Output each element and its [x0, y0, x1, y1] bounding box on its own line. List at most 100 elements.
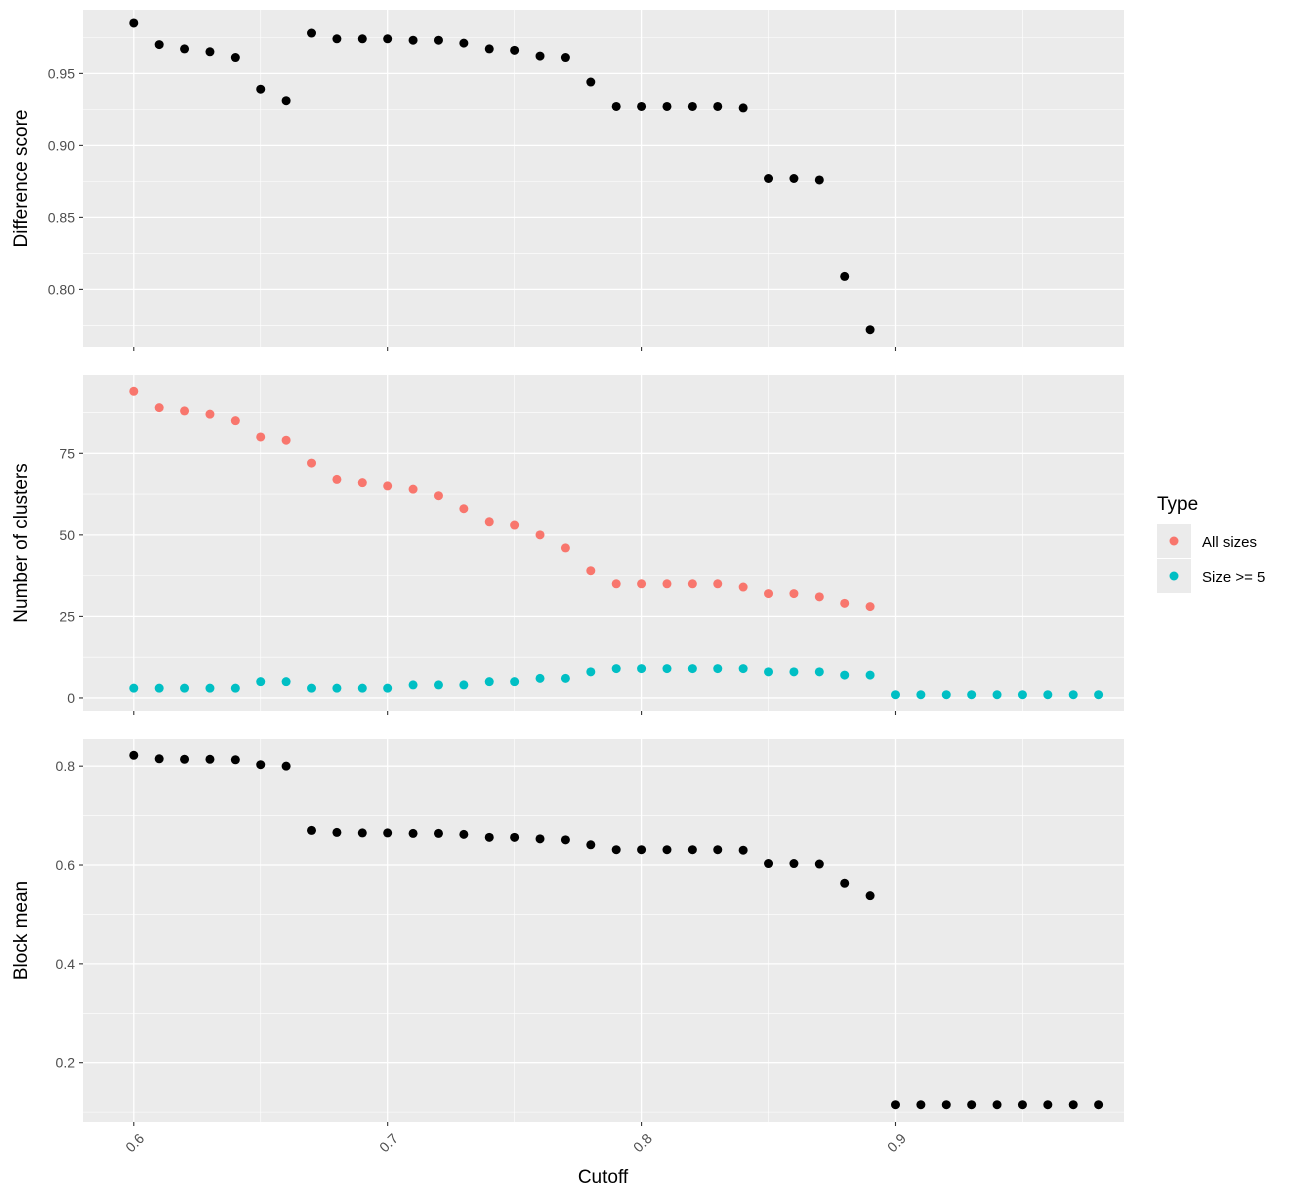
data-point — [433, 35, 443, 45]
data-point — [510, 832, 520, 842]
data-point — [256, 760, 266, 770]
data-point — [789, 174, 799, 183]
data-point — [611, 101, 621, 111]
data-point — [256, 677, 266, 687]
data-point — [357, 478, 367, 488]
data-point — [459, 504, 469, 514]
data-point — [129, 750, 139, 760]
data-point — [230, 683, 240, 693]
data-point — [1043, 690, 1053, 700]
data-point — [789, 667, 799, 677]
data-point — [535, 673, 545, 683]
data-point — [535, 51, 545, 61]
data-point — [662, 101, 672, 111]
data-point — [383, 683, 393, 693]
data-point — [967, 1100, 977, 1110]
data-point — [560, 835, 570, 845]
data-point — [459, 829, 469, 839]
data-point — [459, 38, 469, 48]
data-point — [637, 664, 647, 674]
data-point — [814, 175, 824, 185]
data-point — [687, 579, 697, 589]
data-point — [713, 845, 723, 855]
data-point — [637, 101, 647, 111]
panel-background — [83, 10, 1124, 347]
data-point — [408, 35, 418, 45]
data-point — [560, 543, 570, 553]
legend-key-size-ge-5 — [1169, 571, 1179, 581]
data-point — [307, 458, 317, 468]
y-tick-label: 0.2 — [56, 1055, 76, 1071]
y-tick-label: 0.85 — [48, 209, 75, 225]
data-point — [535, 834, 545, 844]
data-point — [941, 1100, 951, 1110]
data-point — [840, 670, 850, 680]
data-point — [865, 891, 875, 901]
y-tick-label: 0.80 — [48, 281, 75, 297]
data-point — [560, 53, 570, 63]
y-tick-label: 50 — [59, 527, 75, 543]
data-point — [764, 589, 774, 599]
y-tick-label: 0.6 — [56, 857, 76, 873]
data-point — [840, 271, 850, 281]
data-point — [713, 101, 723, 111]
data-point — [662, 579, 672, 589]
data-point — [992, 1100, 1002, 1110]
data-point — [890, 1100, 900, 1110]
data-point — [1068, 1100, 1078, 1110]
data-point — [611, 845, 621, 855]
data-point — [281, 677, 291, 687]
data-point — [789, 589, 799, 599]
data-point — [357, 683, 367, 693]
data-point — [408, 484, 418, 494]
data-point — [383, 481, 393, 491]
y-tick-label: 0.90 — [48, 137, 75, 153]
legend-title: Type — [1157, 494, 1198, 515]
data-point — [332, 474, 342, 484]
data-point — [307, 28, 317, 38]
data-point — [789, 859, 799, 869]
data-point — [916, 1100, 926, 1110]
data-point — [662, 664, 672, 674]
data-point — [383, 828, 393, 838]
data-point — [129, 18, 139, 28]
data-point — [560, 673, 570, 683]
data-point — [941, 690, 951, 700]
data-point — [510, 45, 520, 55]
data-point — [154, 683, 164, 693]
legend: Type All sizes Size >= 5 — [1157, 494, 1265, 593]
data-point — [383, 34, 393, 44]
data-point — [890, 690, 900, 700]
data-point — [154, 40, 164, 50]
y-axis-title: Number of clusters — [11, 463, 32, 622]
data-point — [357, 828, 367, 838]
data-point — [687, 101, 697, 111]
data-point — [180, 683, 190, 693]
data-point — [433, 680, 443, 690]
data-point — [484, 517, 494, 527]
data-point — [865, 602, 875, 612]
data-point — [1017, 690, 1027, 700]
data-point — [738, 845, 748, 855]
data-point — [307, 825, 317, 835]
data-point — [510, 677, 520, 687]
data-point — [764, 667, 774, 677]
data-point — [637, 845, 647, 855]
data-point — [433, 828, 443, 838]
data-point — [611, 579, 621, 589]
data-point — [713, 664, 723, 674]
data-point — [433, 491, 443, 501]
x-axis-title: Cutoff — [578, 1167, 629, 1188]
data-point — [738, 103, 748, 113]
data-point — [205, 754, 215, 764]
data-point — [865, 325, 875, 335]
data-point — [611, 664, 621, 674]
legend-label-all-sizes: All sizes — [1202, 534, 1257, 551]
y-tick-label: 0.95 — [48, 65, 75, 81]
data-point — [484, 832, 494, 842]
data-point — [967, 690, 977, 700]
data-point — [1094, 1100, 1104, 1110]
data-point — [713, 579, 723, 589]
data-point — [510, 520, 520, 530]
